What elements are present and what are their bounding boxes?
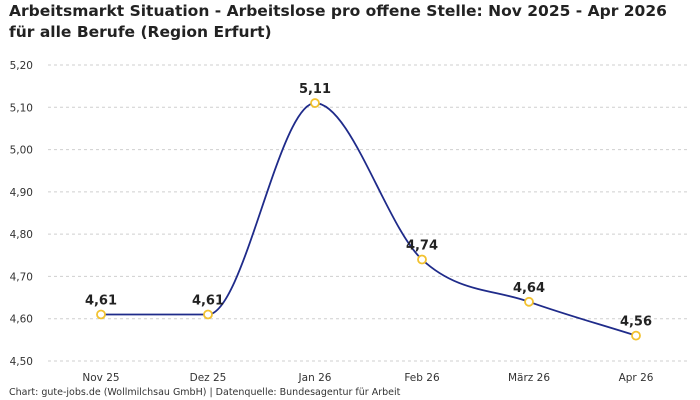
x-tick-label: März 26: [508, 372, 550, 384]
y-tick-label: 5,00: [10, 145, 33, 157]
y-tick-label: 4,90: [10, 187, 33, 199]
data-point: [524, 296, 534, 307]
y-tick-label: 5,10: [10, 102, 33, 114]
y-tick-label: 4,80: [10, 229, 33, 241]
data-markers: [96, 98, 641, 341]
chart-footer: Chart: gute-jobs.de (Wollmilchsau GmbH) …: [9, 387, 401, 398]
data-label: 4,56: [620, 315, 652, 330]
series-line: [100, 102, 637, 337]
x-axis: Nov 25 Dez 25 Jan 26 Feb 26 März 26 Apr 26: [82, 372, 653, 384]
data-point: [310, 98, 320, 108]
x-tick-label: Feb 26: [404, 372, 440, 384]
y-axis: 4,50 4,60 4,70 4,80 4,90 5,00 5,10 5,20: [10, 60, 33, 368]
x-tick-label: Apr 26: [619, 372, 654, 384]
x-tick-label: Jan 26: [298, 372, 332, 384]
data-point: [417, 254, 427, 265]
data-point: [96, 309, 106, 320]
data-label: 4,61: [85, 293, 117, 308]
y-tick-label: 4,70: [10, 271, 33, 283]
data-labels: 4,61 4,61 5,11 4,74 4,64 4,56: [85, 82, 652, 330]
data-label: 5,11: [299, 82, 331, 97]
data-label: 4,61: [192, 293, 224, 308]
data-label: 4,64: [513, 281, 545, 296]
y-tick-label: 5,20: [10, 60, 33, 72]
data-point: [203, 309, 213, 320]
y-tick-label: 4,50: [10, 356, 33, 368]
chart-title: Arbeitsmarkt Situation - Arbeitslose pro…: [9, 2, 667, 41]
x-tick-label: Dez 25: [190, 372, 227, 384]
y-tick-label: 4,60: [10, 314, 33, 326]
x-tick-label: Nov 25: [82, 372, 119, 384]
gridlines: [48, 64, 690, 362]
data-point: [631, 330, 641, 341]
data-label: 4,74: [406, 239, 438, 254]
